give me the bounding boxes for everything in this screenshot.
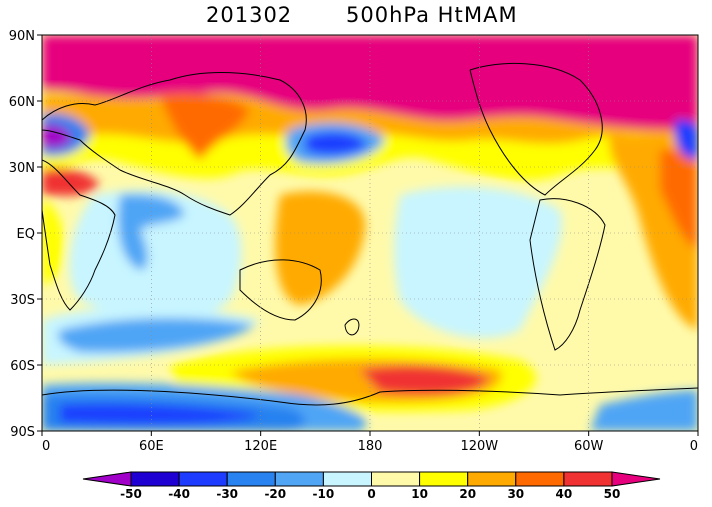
lon-label: 0 (42, 439, 50, 454)
field-ant-blue-east (590, 390, 698, 431)
field-indian-blue (118, 194, 185, 270)
colorbar-segment (178, 471, 228, 487)
lat-label: 60N (9, 95, 35, 110)
colorbar-label: -40 (168, 487, 190, 501)
lon-label: 120E (244, 439, 277, 454)
coast-south-america (529, 198, 606, 351)
chart-title: 201302 500hPa Ht MAM (0, 3, 712, 31)
title-variable: 500hPa Ht (346, 3, 464, 27)
colorbar-segment (419, 471, 469, 487)
colorbar-min-triangle (82, 471, 132, 487)
lat-label: 30N (9, 161, 35, 176)
field-africa-red (42, 168, 100, 196)
coast-eurasia (42, 72, 307, 216)
colorbar-segment (226, 471, 276, 487)
coast-antarctica (42, 387, 698, 406)
field-asia-orange (160, 93, 250, 160)
colorbar-segment (371, 471, 421, 487)
field-so-blue-1 (58, 318, 256, 353)
lon-axis: 0 60E 120E 180 120W 60W 0 (41, 431, 699, 454)
lat-label: 90S (10, 425, 35, 440)
lon-label: 120W (460, 439, 498, 454)
colorbar-segment (274, 471, 324, 487)
colorbar-label: 50 (604, 487, 621, 501)
lon-label: 60E (139, 439, 164, 454)
lat-label: EQ (17, 227, 35, 242)
colorbar-segment (130, 471, 180, 487)
title-period: 201302 (206, 3, 293, 27)
grid-lines (42, 35, 698, 431)
colorbar-max-triangle (611, 471, 661, 487)
coast-australia (239, 259, 322, 321)
colorbar-label: 0 (367, 487, 375, 501)
lon-label: 0 (690, 439, 698, 454)
coast-new-zealand (344, 318, 360, 336)
lat-axis: 90N 60N 30N EQ 30S 60S 90S (9, 29, 42, 440)
colorbar-label: -20 (264, 487, 286, 501)
field-africa-yellow (42, 200, 64, 285)
field-epac-cyan (394, 186, 562, 339)
colorbar-label: -10 (313, 487, 335, 501)
lon-label: 60W (574, 439, 604, 454)
colorbar-segment (563, 471, 613, 487)
colorbar-label: 30 (507, 487, 524, 501)
colorbar-label: -50 (120, 487, 142, 501)
field-low-atlantic (674, 119, 698, 160)
field-low-pacific-core (305, 132, 368, 155)
colorbar-label: 10 (411, 487, 428, 501)
lat-label: 30S (10, 293, 35, 308)
colorbar-segment (467, 471, 517, 487)
lon-label: 180 (358, 439, 383, 454)
field-indian-cyan (69, 190, 242, 319)
title-season: MAM (464, 3, 518, 27)
field-low-europe-core (42, 124, 72, 149)
field-wpac-orange (275, 191, 366, 305)
field-arctic-magenta (42, 35, 698, 131)
lat-label: 60S (10, 359, 35, 374)
colorbar: -50 -40 -30 -20 -10 0 10 20 30 40 50 (82, 471, 661, 501)
coast-africa (42, 159, 116, 311)
field-ant-deep (60, 404, 260, 425)
colorbar-segment (322, 471, 372, 487)
colorbar-label: 20 (459, 487, 476, 501)
field-atlantic-dark-orange (660, 150, 698, 250)
colorbar-label: -30 (216, 487, 238, 501)
field-so-red (360, 365, 490, 395)
colorbar-label: 40 (556, 487, 573, 501)
colorbar-segment (515, 471, 565, 487)
lat-label: 90N (9, 29, 35, 44)
